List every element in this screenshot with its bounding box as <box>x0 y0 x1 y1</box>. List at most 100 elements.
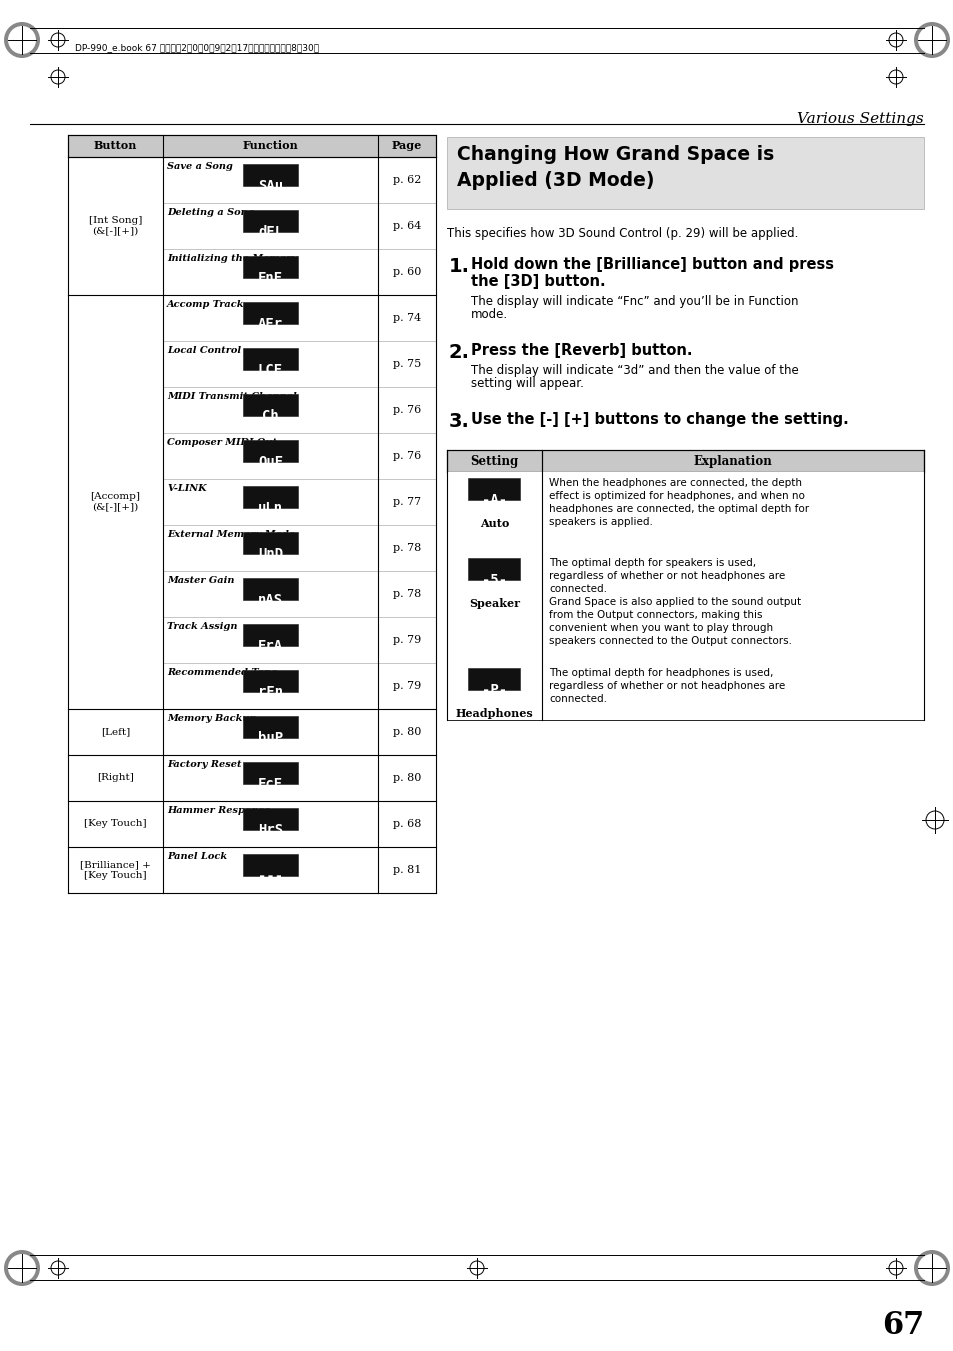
Text: Setting: Setting <box>470 455 518 467</box>
Bar <box>447 662 541 720</box>
Text: External Memory Mode: External Memory Mode <box>167 530 294 539</box>
Text: [Left]: [Left] <box>101 727 130 736</box>
Text: Auto: Auto <box>479 517 509 530</box>
Text: Panel Lock: Panel Lock <box>167 852 227 861</box>
Text: Save a Song: Save a Song <box>167 162 233 172</box>
Text: Initializing the Memory: Initializing the Memory <box>167 254 296 263</box>
Bar <box>243 163 297 185</box>
Bar <box>243 347 297 370</box>
Text: Memory Backup: Memory Backup <box>167 713 256 723</box>
Text: Speaker: Speaker <box>469 598 519 609</box>
Text: Deleting a Song: Deleting a Song <box>167 208 254 218</box>
Text: p. 68: p. 68 <box>393 819 420 830</box>
Text: OuE: OuE <box>257 454 283 469</box>
Text: Use the [-] [+] buttons to change the setting.: Use the [-] [+] buttons to change the se… <box>471 412 848 427</box>
Bar <box>243 485 297 508</box>
Bar <box>243 531 297 554</box>
Text: from the Output connectors, making this: from the Output connectors, making this <box>548 611 761 620</box>
Bar <box>243 577 297 600</box>
Circle shape <box>8 26 36 54</box>
Text: p. 64: p. 64 <box>393 222 420 231</box>
Text: p. 75: p. 75 <box>393 359 420 369</box>
Text: Recommended Tone: Recommended Tone <box>167 667 277 677</box>
Text: p. 62: p. 62 <box>393 176 420 185</box>
Text: p. 74: p. 74 <box>393 313 420 323</box>
Bar <box>468 478 520 500</box>
Text: HrS: HrS <box>257 823 283 836</box>
Text: FnE: FnE <box>257 270 283 285</box>
Text: -A-: -A- <box>481 493 507 507</box>
Text: Function: Function <box>242 141 298 151</box>
Text: MIDI Transmit Channel: MIDI Transmit Channel <box>167 392 296 401</box>
Text: uLn: uLn <box>257 500 283 515</box>
Bar <box>541 553 923 662</box>
Text: [Key Touch]: [Key Touch] <box>84 820 147 828</box>
Text: Track Assign: Track Assign <box>167 621 237 631</box>
Text: V-LINK: V-LINK <box>167 484 207 493</box>
Circle shape <box>917 26 945 54</box>
Bar <box>243 670 297 692</box>
Bar <box>243 624 297 646</box>
Text: rEn: rEn <box>257 685 283 698</box>
Bar <box>468 558 520 580</box>
Text: speakers connected to the Output connectors.: speakers connected to the Output connect… <box>548 636 791 646</box>
Text: Explanation: Explanation <box>693 455 772 467</box>
Text: ErA: ErA <box>257 639 283 653</box>
Circle shape <box>913 22 949 58</box>
Text: nAS: nAS <box>257 593 283 607</box>
Bar <box>243 209 297 231</box>
Text: SAu: SAu <box>257 178 283 193</box>
Bar <box>447 450 923 471</box>
Bar <box>468 667 520 690</box>
Text: connected.: connected. <box>548 584 606 594</box>
Text: Page: Page <box>392 141 421 151</box>
Bar <box>243 762 297 784</box>
Text: setting will appear.: setting will appear. <box>471 377 583 390</box>
Text: Hammer Response: Hammer Response <box>167 807 270 815</box>
Text: -P-: -P- <box>481 684 507 697</box>
Text: DP-990_e.book 67 ページ　2　0　0　9年2月17日　火曜日　午前8時30分: DP-990_e.book 67 ページ 2 0 0 9年2月17日 火曜日 午… <box>75 43 319 51</box>
Text: The optimal depth for speakers is used,: The optimal depth for speakers is used, <box>548 558 756 567</box>
Bar <box>243 716 297 738</box>
Bar <box>541 662 923 720</box>
Text: [Brilliance] +
[Key Touch]: [Brilliance] + [Key Touch] <box>80 861 151 880</box>
Text: AEr: AEr <box>257 316 283 331</box>
Text: p. 60: p. 60 <box>393 267 420 277</box>
Text: -5-: -5- <box>481 573 507 586</box>
Text: Master Gain: Master Gain <box>167 576 234 585</box>
Text: Ch: Ch <box>262 408 278 423</box>
Text: [Accomp]
(&[-][+]): [Accomp] (&[-][+]) <box>91 492 140 512</box>
Circle shape <box>913 1250 949 1286</box>
Text: Hold down the [Brilliance] button and press: Hold down the [Brilliance] button and pr… <box>471 257 833 272</box>
Text: Composer MIDI Out: Composer MIDI Out <box>167 438 276 447</box>
Circle shape <box>917 1254 945 1282</box>
Text: [Int Song]
(&[-][+]): [Int Song] (&[-][+]) <box>89 216 142 235</box>
Text: [Right]: [Right] <box>97 774 133 782</box>
Bar <box>447 136 923 209</box>
Bar <box>243 255 297 277</box>
Text: p. 79: p. 79 <box>393 635 420 644</box>
Text: The display will indicate “Fnc” and you’ll be in Function: The display will indicate “Fnc” and you’… <box>471 295 798 308</box>
Text: The optimal depth for headphones is used,: The optimal depth for headphones is used… <box>548 667 773 678</box>
Text: 3.: 3. <box>449 412 470 431</box>
Text: dEL: dEL <box>257 224 283 239</box>
Text: p. 81: p. 81 <box>393 865 420 875</box>
Text: Changing How Grand Space is: Changing How Grand Space is <box>456 145 774 163</box>
Bar <box>243 808 297 830</box>
Bar <box>243 854 297 875</box>
Circle shape <box>8 1254 36 1282</box>
Text: UnD: UnD <box>257 547 283 561</box>
Text: Press the [Reverb] button.: Press the [Reverb] button. <box>471 343 692 358</box>
Bar <box>447 553 541 662</box>
Text: headphones are connected, the optimal depth for: headphones are connected, the optimal de… <box>548 504 808 513</box>
Text: connected.: connected. <box>548 694 606 704</box>
Text: buP: buP <box>257 731 283 744</box>
Bar <box>541 471 923 553</box>
Bar <box>243 301 297 323</box>
Text: 67: 67 <box>881 1310 923 1342</box>
Text: p. 78: p. 78 <box>393 589 420 598</box>
Text: Headphones: Headphones <box>456 708 533 719</box>
Text: p. 80: p. 80 <box>393 727 420 738</box>
Text: p. 77: p. 77 <box>393 497 420 507</box>
Text: p. 78: p. 78 <box>393 543 420 553</box>
